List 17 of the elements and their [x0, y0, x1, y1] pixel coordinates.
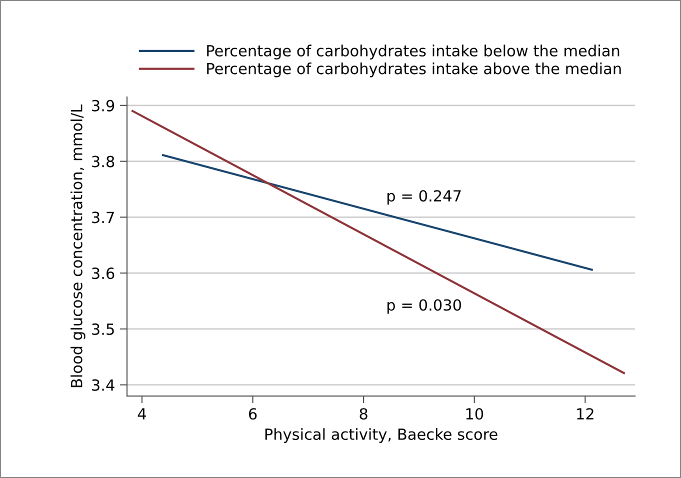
- x-tick-label: 10: [466, 408, 484, 420]
- y-tick-label: 3.6: [92, 268, 114, 280]
- y-tick-label: 3.5: [92, 323, 114, 335]
- y-tick-label: 3.8: [92, 156, 114, 168]
- y-axis-title: Blood glucose concentration, mmol/L: [70, 104, 86, 388]
- legend-label: Percentage of carbohydrates intake above the median: [207, 62, 621, 78]
- x-tick-label: 8: [360, 408, 368, 420]
- x-tick-label: 4: [138, 408, 146, 420]
- y-tick-label: 3.9: [92, 100, 114, 112]
- annotation: p = 0.247: [387, 190, 461, 205]
- x-tick-label: 6: [248, 408, 257, 420]
- y-tick-label: 3.4: [92, 379, 114, 391]
- x-axis-title: Physical activity, Baecke score: [265, 428, 498, 443]
- x-tick-label: 12: [577, 408, 594, 420]
- annotation: p = 0.030: [387, 299, 462, 314]
- y-tick-label: 3.7: [92, 212, 114, 224]
- legend-label: Percentage of carbohydrates intake below the median: [207, 44, 620, 60]
